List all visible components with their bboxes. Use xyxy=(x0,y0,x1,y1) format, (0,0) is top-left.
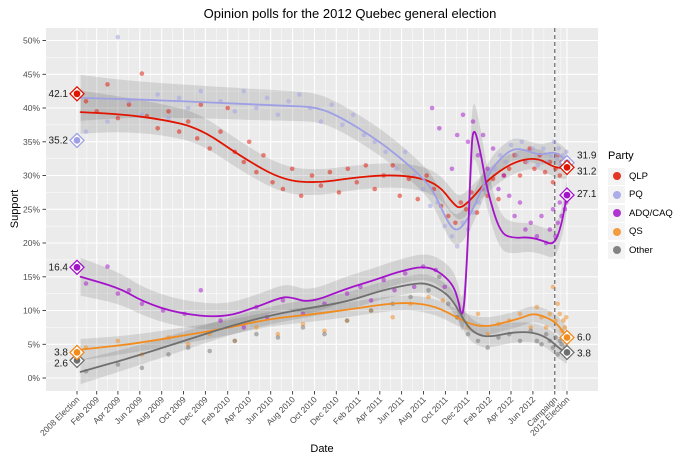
y-axis: 0% 5% 10% 15% 20% 25% 30% 35% 40% 45% 50% xyxy=(23,36,46,383)
ci-band-ADQ-CAQ xyxy=(80,104,567,331)
result-label: 2.6 xyxy=(54,358,68,369)
y-tick-label: 25% xyxy=(23,204,40,214)
y-tick-label: 30% xyxy=(23,171,40,181)
legend: Party QLP PQ ADQ/CAQ QS Other xyxy=(608,150,698,260)
result-label: 16.4 xyxy=(49,262,69,273)
trend-line-QLP xyxy=(79,111,568,209)
result-2008-QLP: 42.1 xyxy=(49,85,85,102)
chart-title: Opinion polls for the 2012 Quebec genera… xyxy=(203,6,497,21)
result-label: 31.9 xyxy=(577,151,597,162)
result-2012-ADQ-CAQ: 27.1 xyxy=(559,187,597,204)
y-tick-label: 10% xyxy=(23,306,40,316)
y-tick-label: 35% xyxy=(23,137,40,147)
legend-key xyxy=(608,167,625,185)
legend-key xyxy=(608,204,625,222)
result-label: 42.1 xyxy=(49,89,69,100)
legend-item-other: Other xyxy=(608,241,698,260)
result-label: 31.2 xyxy=(577,166,597,177)
result-label: 3.8 xyxy=(577,348,591,359)
ci-band-QLP xyxy=(80,90,567,220)
result-2008-ADQ-CAQ: 16.4 xyxy=(49,259,85,276)
y-tick-label: 45% xyxy=(23,69,40,79)
result-label: 27.1 xyxy=(577,189,597,200)
legend-item-qlp: QLP xyxy=(608,167,698,186)
election-result-markers: 2.63.83.86.016.427.135.231.942.131.2 xyxy=(49,85,597,369)
y-axis-title: Support xyxy=(9,189,21,229)
trend-line-Other xyxy=(79,282,568,373)
ci-band-PQ xyxy=(80,74,567,245)
y-tick-label: 50% xyxy=(23,36,40,46)
result-label: 6.0 xyxy=(577,333,591,344)
legend-key xyxy=(608,186,625,204)
trend-line-PQ xyxy=(79,97,568,231)
trend-line-ADQ-CAQ xyxy=(79,130,568,318)
trend-line-QS xyxy=(79,302,568,351)
result-2008-QS: 3.8 xyxy=(54,344,85,361)
legend-key xyxy=(608,223,625,241)
pq-dot-icon xyxy=(612,190,621,199)
result-2008-Other: 2.6 xyxy=(54,352,85,369)
legend-item-adq-caq: ADQ/CAQ xyxy=(608,204,698,223)
y-tick-label: 40% xyxy=(23,103,40,113)
result-2008-PQ: 35.2 xyxy=(49,132,85,149)
adq-caq-dot-icon xyxy=(612,209,621,218)
legend-key xyxy=(608,241,625,259)
result-2012-QLP: 31.2 xyxy=(559,159,597,177)
result-label: 35.2 xyxy=(49,135,69,146)
y-tick-label: 20% xyxy=(23,238,40,248)
ci-band-Other xyxy=(80,274,567,385)
qs-dot-icon xyxy=(612,227,621,236)
gridlines xyxy=(46,28,598,391)
legend-title: Party xyxy=(608,150,634,162)
y-tick-label: 5% xyxy=(28,339,41,349)
result-2012-Other: 3.8 xyxy=(559,344,591,361)
legend-item-qs: QS xyxy=(608,223,698,242)
y-tick-label: 15% xyxy=(23,272,40,282)
result-label: 3.8 xyxy=(54,347,68,358)
legend-item-pq: PQ xyxy=(608,186,698,205)
other-dot-icon xyxy=(612,246,621,255)
result-2012-QS: 6.0 xyxy=(559,329,591,346)
qlp-dot-icon xyxy=(612,172,621,181)
x-axis-title: Date xyxy=(310,443,334,455)
y-tick-label: 0% xyxy=(28,373,41,383)
